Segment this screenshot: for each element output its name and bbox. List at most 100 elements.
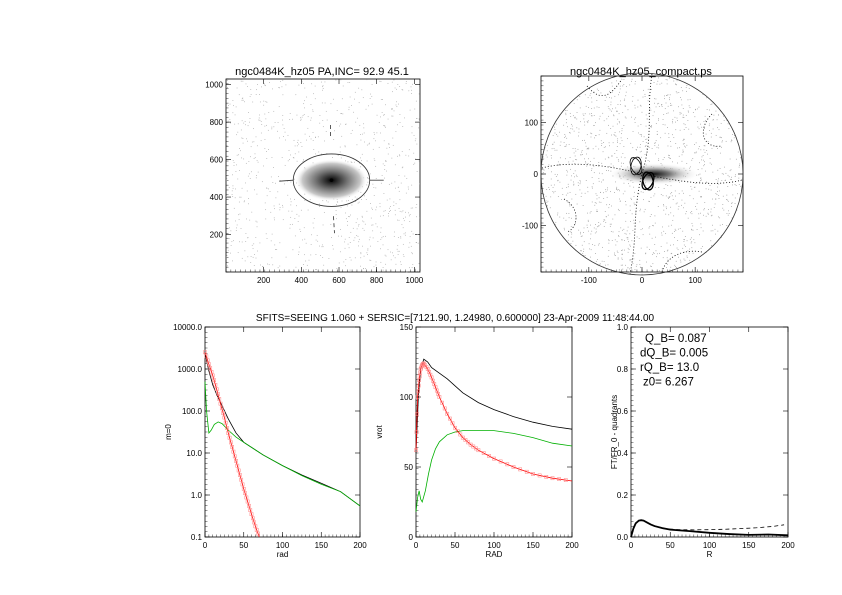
noise-pixel [596, 209, 598, 211]
noise-pixel [293, 178, 295, 180]
noise-pixel [670, 244, 672, 246]
noise-pixel [671, 232, 673, 234]
noise-pixel [392, 137, 394, 139]
noise-pixel [389, 198, 391, 200]
noise-pixel [581, 250, 582, 252]
noise-pixel [675, 121, 676, 123]
noise-pixel [705, 170, 706, 172]
noise-pixel [229, 122, 231, 124]
noise-pixel [677, 208, 679, 210]
noise-pixel [298, 143, 300, 145]
noise-pixel [569, 191, 571, 193]
noise-pixel [341, 200, 343, 202]
noise-pixel [662, 195, 664, 197]
series-marker [231, 449, 236, 454]
noise-pixel [564, 137, 566, 138]
noise-pixel [226, 220, 227, 222]
noise-pixel [581, 244, 583, 246]
series-marker [448, 416, 452, 421]
noise-pixel [586, 148, 588, 150]
noise-pixel [279, 137, 280, 139]
noise-pixel [341, 113, 343, 114]
x-tick-label: 150 [526, 541, 540, 550]
noise-pixel [725, 179, 726, 181]
noise-pixel [624, 105, 626, 107]
noise-pixel [658, 160, 660, 161]
noise-pixel [703, 164, 705, 166]
noise-pixel [304, 107, 305, 109]
noise-pixel [598, 106, 600, 108]
noise-pixel [394, 87, 396, 89]
noise-pixel [306, 264, 308, 266]
noise-pixel [241, 241, 243, 243]
noise-pixel [653, 195, 655, 197]
noise-pixel [671, 252, 673, 254]
noise-pixel [641, 156, 642, 158]
series-marker [537, 473, 542, 478]
noise-pixel [665, 233, 667, 235]
noise-pixel [594, 202, 596, 203]
noise-pixel [597, 259, 598, 260]
noise-pixel [226, 80, 228, 81]
noise-pixel [253, 141, 255, 143]
noise-pixel [717, 169, 719, 171]
noise-pixel [718, 129, 720, 131]
noise-pixel [572, 240, 574, 242]
noise-pixel [652, 225, 654, 227]
noise-pixel [402, 210, 404, 212]
noise-pixel [654, 145, 656, 147]
noise-pixel [575, 244, 577, 246]
noise-pixel [698, 148, 700, 150]
noise-pixel [390, 251, 391, 253]
x-tick-label: 150 [742, 541, 756, 550]
noise-pixel [347, 224, 348, 226]
noise-pixel [701, 168, 703, 170]
noise-pixel [648, 113, 649, 114]
noise-pixel [723, 166, 725, 168]
noise-pixel [557, 212, 559, 214]
noise-pixel [568, 161, 570, 163]
noise-pixel [710, 208, 712, 210]
noise-pixel [681, 154, 683, 156]
noise-pixel [563, 142, 565, 144]
noise-pixel [667, 105, 669, 107]
noise-pixel [279, 209, 281, 211]
noise-pixel [553, 141, 555, 143]
noise-pixel [670, 266, 672, 268]
noise-pixel [658, 102, 660, 104]
noise-pixel [300, 231, 302, 232]
noise-pixel [245, 233, 247, 234]
noise-pixel [347, 82, 349, 83]
noise-pixel [570, 128, 572, 130]
noise-pixel [254, 254, 255, 255]
noise-pixel [246, 138, 247, 140]
noise-pixel [575, 159, 576, 160]
noise-pixel [322, 119, 324, 121]
noise-pixel [591, 201, 593, 203]
noise-pixel [681, 160, 683, 162]
noise-pixel [611, 97, 613, 99]
noise-pixel [296, 160, 298, 162]
noise-pixel [557, 164, 559, 165]
noise-pixel [261, 181, 263, 183]
noise-pixel [630, 142, 632, 144]
noise-pixel [237, 131, 239, 133]
noise-pixel [603, 261, 605, 262]
noise-pixel [380, 248, 381, 250]
noise-pixel [595, 228, 597, 230]
series-marker [468, 442, 473, 447]
noise-pixel [557, 214, 558, 216]
noise-pixel [672, 118, 674, 120]
noise-pixel [697, 108, 698, 110]
noise-pixel [339, 146, 341, 148]
noise-pixel [706, 182, 708, 183]
noise-pixel [257, 84, 258, 85]
noise-pixel [614, 132, 616, 133]
noise-pixel [266, 151, 267, 152]
noise-pixel [580, 181, 581, 183]
series-marker [203, 350, 207, 355]
noise-pixel [719, 168, 721, 169]
noise-pixel [632, 147, 634, 149]
noise-pixel [391, 81, 393, 83]
noise-pixel [237, 178, 239, 180]
